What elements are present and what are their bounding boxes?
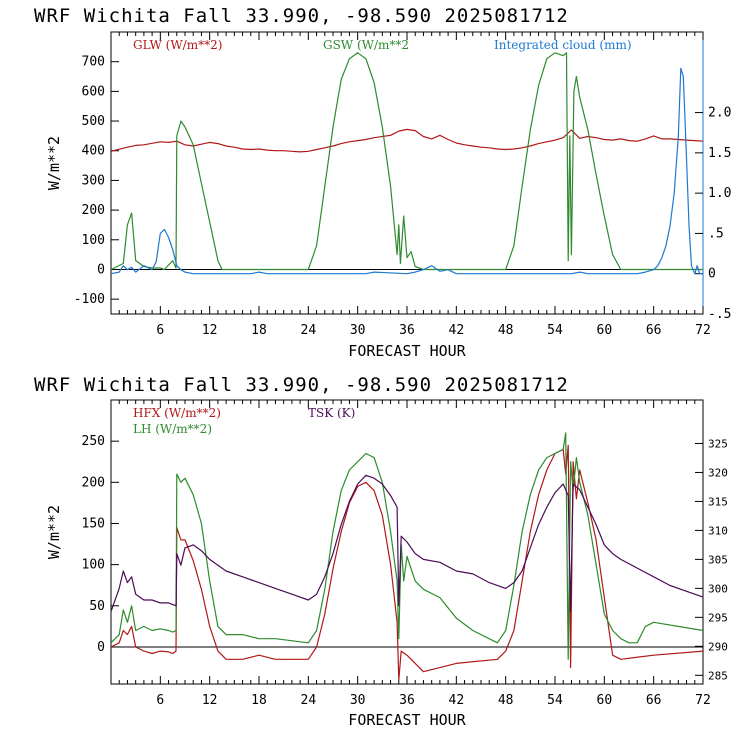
y2-tick-label: 0 (708, 267, 716, 282)
y2-tick-label: 320 (708, 466, 728, 479)
y-tick-label: 400 (82, 144, 105, 159)
y-tick-label: 250 (82, 434, 105, 449)
x-tick-label: 12 (202, 323, 218, 338)
x-tick-label: 72 (695, 323, 711, 338)
y-tick-label: 300 (82, 173, 105, 188)
series-line (110, 474, 704, 613)
y-tick-label: 0 (97, 640, 105, 655)
y2-tick-label: .5 (708, 226, 724, 241)
x-axis-title: FORECAST HOUR (348, 342, 466, 360)
y2-tick-label: 305 (708, 553, 728, 566)
series-line (110, 52, 703, 271)
series-line (110, 444, 704, 681)
y2-tick-label: 315 (708, 495, 728, 508)
legend-entry: Integrated cloud (mm) (494, 38, 632, 52)
y-tick-label: 200 (82, 203, 105, 218)
y2-tick-label: 1.0 (708, 186, 731, 201)
y2-tick-label: 285 (708, 669, 728, 682)
y2-tick-label: 1.5 (708, 146, 731, 161)
x-tick-label: 6 (156, 323, 164, 338)
legend-entry: LH (W/m**2) (133, 422, 212, 436)
y-tick-label: 50 (89, 599, 105, 614)
x-tick-label: 36 (399, 693, 415, 708)
x-tick-label: 18 (251, 323, 267, 338)
y2-tick-label: 325 (708, 437, 728, 450)
y2-tick-label: 290 (708, 640, 728, 653)
x-tick-label: 42 (449, 693, 465, 708)
x-tick-label: 42 (449, 323, 465, 338)
legend-entry: HFX (W/m**2) (133, 406, 221, 420)
x-tick-label: 48 (498, 323, 514, 338)
legend-entry: GLW (W/m**2) (133, 38, 222, 52)
y2-tick-label: -.5 (708, 307, 731, 322)
legend-entry: GSW (W/m**2 (323, 38, 409, 52)
y-axis-title: W/m**2 (45, 505, 63, 559)
x-tick-label: 30 (350, 323, 366, 338)
y-tick-label: 100 (82, 558, 105, 573)
x-tick-label: 66 (646, 693, 662, 708)
x-axis-title: FORECAST HOUR (348, 711, 466, 729)
y-tick-label: 100 (82, 233, 105, 248)
x-tick-label: 6 (156, 693, 164, 708)
x-tick-label: 36 (399, 323, 415, 338)
y2-tick-label: 2.0 (708, 106, 731, 121)
y2-tick-label: 300 (708, 582, 728, 595)
y-tick-label: 500 (82, 114, 105, 129)
chart-panel-radiation: WRF Wichita Fall 33.990, -98.590 2025081… (34, 5, 731, 360)
y-axis-title: W/m**2 (45, 136, 63, 190)
x-tick-label: 48 (498, 693, 514, 708)
y-tick-label: 0 (97, 262, 105, 277)
chart-title: WRF Wichita Fall 33.990, -98.590 2025081… (34, 374, 569, 396)
x-tick-label: 66 (646, 323, 662, 338)
series-line (110, 432, 704, 660)
chart-title: WRF Wichita Fall 33.990, -98.590 2025081… (34, 5, 569, 27)
x-tick-label: 54 (547, 323, 563, 338)
y-tick-label: -100 (74, 292, 105, 307)
x-tick-label: 24 (301, 323, 317, 338)
chart-panel-fluxes: WRF Wichita Fall 33.990, -98.590 2025081… (34, 374, 728, 729)
y2-tick-label: 295 (708, 611, 728, 624)
series-line (110, 128, 704, 153)
legend-entry: TSK (K) (308, 406, 355, 420)
y-tick-label: 600 (82, 84, 105, 99)
x-tick-label: 60 (597, 323, 613, 338)
x-tick-label: 60 (597, 693, 613, 708)
y-tick-label: 150 (82, 516, 105, 531)
x-tick-label: 18 (251, 693, 267, 708)
y2-tick-label: 310 (708, 524, 728, 537)
y-tick-label: 200 (82, 475, 105, 490)
y-tick-label: 700 (82, 55, 105, 70)
x-tick-label: 24 (301, 693, 317, 708)
x-tick-label: 12 (202, 693, 218, 708)
x-tick-label: 30 (350, 693, 366, 708)
series-line (110, 67, 703, 275)
x-tick-label: 72 (695, 693, 711, 708)
x-tick-label: 54 (547, 693, 563, 708)
